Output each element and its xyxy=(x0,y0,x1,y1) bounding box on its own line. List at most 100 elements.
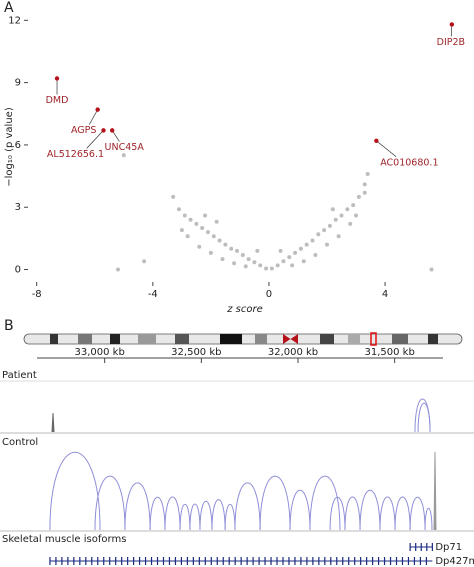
y-tick-label: 12 xyxy=(8,15,21,26)
connector xyxy=(88,109,98,125)
highlight-point xyxy=(95,107,100,112)
junction-arc xyxy=(189,503,201,531)
exon xyxy=(300,557,302,565)
track-label: Patient xyxy=(2,370,37,381)
point xyxy=(327,223,332,228)
connector xyxy=(86,130,104,149)
exon xyxy=(246,557,248,565)
point xyxy=(220,257,225,262)
point xyxy=(336,234,341,239)
point xyxy=(351,203,356,208)
point xyxy=(269,266,274,271)
exon xyxy=(109,557,111,565)
exon xyxy=(258,557,260,565)
point-label: AC010680.1 xyxy=(380,157,438,168)
junction-arc xyxy=(149,497,166,531)
exon xyxy=(61,557,63,565)
junction-arc xyxy=(211,499,226,531)
point-label: AGPS xyxy=(71,125,96,136)
exon xyxy=(186,557,188,565)
point xyxy=(362,190,367,195)
point xyxy=(322,228,327,233)
point xyxy=(333,217,338,222)
point xyxy=(200,226,205,230)
exon xyxy=(198,557,200,565)
point xyxy=(223,242,228,247)
x-tick-label: 31,500 kb xyxy=(365,347,415,358)
point xyxy=(313,253,318,257)
point xyxy=(229,246,234,251)
exon xyxy=(342,557,344,565)
exon xyxy=(85,557,87,565)
exon xyxy=(324,557,326,565)
isoform-label: Dp427m xyxy=(435,556,474,567)
exon xyxy=(240,557,242,565)
coverage-spike xyxy=(51,412,55,433)
point xyxy=(258,263,263,268)
exon xyxy=(419,557,422,565)
exon xyxy=(121,557,123,565)
exon xyxy=(276,557,278,565)
point xyxy=(252,260,257,265)
point-label: DMD xyxy=(46,95,69,106)
point xyxy=(197,244,202,249)
junction-arc xyxy=(394,496,411,531)
point xyxy=(115,267,120,272)
point xyxy=(211,234,216,239)
junction-arc xyxy=(259,475,291,531)
junction-arc xyxy=(344,496,361,531)
exon xyxy=(234,557,236,565)
exon xyxy=(420,543,422,551)
exon xyxy=(312,557,314,565)
exon xyxy=(144,557,147,565)
junction-arc xyxy=(329,497,346,531)
point xyxy=(208,250,213,255)
exon xyxy=(348,557,350,565)
highlight-point xyxy=(109,128,115,133)
exon xyxy=(127,557,129,565)
exon xyxy=(389,557,392,565)
x-tick-label: 0 xyxy=(266,289,272,300)
junction-arc xyxy=(309,475,341,531)
junction-arc xyxy=(224,504,236,531)
exon xyxy=(336,557,338,565)
point xyxy=(330,207,335,212)
point xyxy=(243,264,248,269)
y-axis-title: −log₁₀ (p value) xyxy=(4,107,15,187)
junction-arc xyxy=(179,504,191,531)
point xyxy=(121,153,126,158)
exon xyxy=(174,557,177,565)
exon xyxy=(401,557,404,565)
point xyxy=(203,213,208,218)
point xyxy=(185,234,190,239)
junction-arc xyxy=(409,497,426,531)
exon xyxy=(318,557,320,565)
point xyxy=(287,255,292,260)
point xyxy=(264,266,269,271)
track-label: Control xyxy=(2,437,38,448)
x-tick-label: 32,500 kb xyxy=(171,347,221,358)
point xyxy=(235,248,240,253)
point xyxy=(176,207,181,212)
point xyxy=(142,259,147,264)
point xyxy=(345,207,350,212)
exon xyxy=(330,557,332,565)
point xyxy=(325,242,330,247)
exon xyxy=(377,557,380,565)
junction-arc xyxy=(234,482,261,531)
point xyxy=(188,217,193,222)
point xyxy=(179,228,184,233)
point xyxy=(354,213,359,218)
highlight-point xyxy=(54,76,60,81)
exon xyxy=(103,557,105,565)
point xyxy=(255,248,260,253)
y-tick-label: 6 xyxy=(15,140,21,151)
exon xyxy=(306,557,308,565)
panel-label: B xyxy=(4,318,14,334)
y-tick-label: 9 xyxy=(15,78,21,89)
point xyxy=(293,250,298,255)
point xyxy=(356,194,361,199)
point xyxy=(205,230,210,235)
point xyxy=(310,238,315,243)
connector xyxy=(376,140,397,158)
